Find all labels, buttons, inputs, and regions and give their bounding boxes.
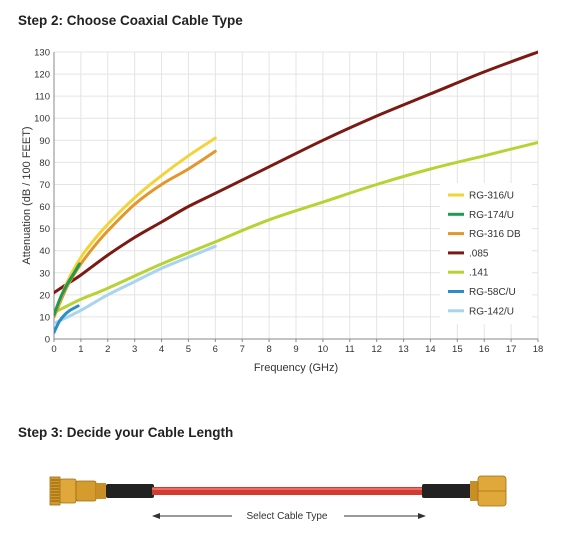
select-cable-type-label: Select Cable Type [247,511,328,522]
x-tick-label: 13 [398,344,409,355]
x-axis-label: Frequency (GHz) [254,362,338,374]
x-tick-label: 2 [105,344,110,355]
legend-label: RG-174/U [469,210,514,221]
y-tick-label: 60 [39,202,50,213]
y-tick-label: 90 [39,136,50,147]
x-tick-label: 9 [293,344,298,355]
y-tick-label: 110 [35,92,50,103]
x-tick-label: 14 [425,344,436,355]
x-tick-label: 3 [132,344,137,355]
y-tick-label: 0 [45,335,50,346]
y-tick-label: 100 [34,114,50,125]
y-tick-label: 50 [39,224,50,235]
x-tick-label: 17 [506,344,517,355]
x-tick-label: 18 [533,344,544,355]
y-tick-label: 80 [39,158,50,169]
x-tick-label: 6 [213,344,218,355]
x-tick-label: 15 [452,344,463,355]
y-tick-label: 120 [34,70,50,81]
x-tick-label: 11 [345,344,355,355]
left-connector [49,476,154,506]
x-tick-label: 12 [371,344,382,355]
cable-body [152,487,424,495]
y-tick-label: 20 [39,290,50,301]
x-tick-label: 10 [318,344,329,355]
chart-series [54,50,538,334]
right-connector [422,475,507,507]
x-tick-label: 5 [186,344,191,355]
y-axis-label: Attenuation (dB / 100 FEET) [21,126,33,264]
series-line-085 [54,50,538,295]
y-tick-label: 10 [39,312,50,323]
x-tick-label: 0 [51,344,56,355]
x-tick-label: 7 [240,344,245,355]
legend-label: RG-58C/U [469,287,516,298]
series-line-rg-316-u [54,136,217,317]
series-line-141 [54,141,538,314]
step3-heading: Step 3: Decide your Cable Length [18,425,234,440]
y-tick-label: 40 [39,246,50,257]
y-tick-label: 30 [39,268,50,279]
x-tick-label: 4 [159,344,164,355]
y-tick-label: 130 [34,48,50,59]
x-tick-label: 1 [78,344,83,355]
series-line-rg-142-u [54,244,217,325]
series-line-rg-174-u [54,262,81,317]
x-tick-label: 16 [479,344,490,355]
step2-heading: Step 2: Choose Coaxial Cable Type [18,13,243,28]
chart-legend: RG-316/U RG-174/U RG-316 DB .085 .141 RG-58C/… [440,183,532,325]
legend-label: RG-142/U [469,306,514,317]
legend-label: RG-316 DB [469,229,521,240]
legend-label: .085 [469,248,489,259]
series-line-rg-58c-u [54,304,80,334]
legend-label: .141 [469,268,489,279]
cable-illustration: Select Cable Type [49,475,507,522]
length-arrow [152,513,426,519]
x-tick-label: 8 [266,344,271,355]
y-tick-label: 70 [39,180,50,191]
legend-label: RG-316/U [469,191,514,202]
